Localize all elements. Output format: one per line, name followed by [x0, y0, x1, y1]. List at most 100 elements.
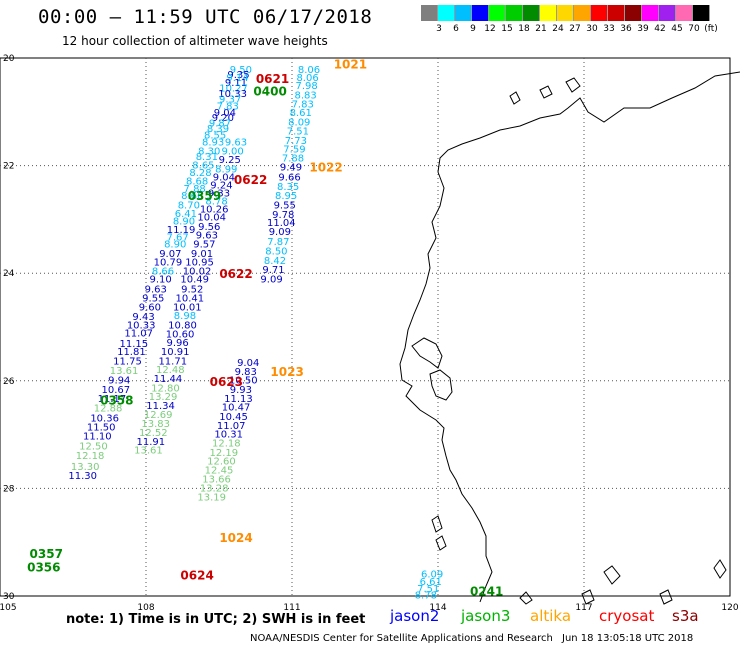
swh-value: 10.80: [168, 320, 197, 331]
swh-value: 9.71: [262, 265, 284, 276]
swh-value: 10.33: [127, 320, 156, 331]
swh-value: 8.65: [192, 161, 214, 172]
track-s3a-east: 9.049.8310.509.9311.1310.4710.4511.0710.…: [197, 358, 259, 504]
scale-swatch: [693, 5, 710, 21]
swh-value: 8.98: [174, 311, 196, 322]
swh-value: 9.33: [208, 189, 230, 200]
swh-value: 12.80: [151, 383, 180, 394]
swh-value: 13.61: [110, 366, 139, 377]
swh-value: 9.11: [225, 78, 247, 89]
swh-value: 7.83: [217, 101, 239, 112]
swh-value: 7.51: [287, 127, 309, 138]
swh-value: 9.63: [145, 284, 167, 295]
scale-label: 18: [518, 24, 530, 34]
satellite-jason2: jason2: [390, 607, 440, 625]
swh-value: 7.87: [267, 237, 289, 248]
swh-value: 10.60: [166, 329, 195, 340]
swh-value: 12.69: [144, 410, 173, 421]
swh-value: 9.94: [108, 376, 130, 387]
swh-value: 10.02: [183, 267, 212, 278]
swh-value: 9.87: [209, 119, 231, 130]
pass-time-label: 0624: [180, 568, 213, 582]
pass-time-label: 1024: [219, 531, 252, 545]
map-title: 00:00 – 11:59 UTC 06/17/2018: [38, 6, 373, 28]
swh-value: 10.41: [175, 293, 204, 304]
swh-value: 8.95: [275, 191, 297, 202]
swh-value: 11.34: [146, 401, 175, 412]
swh-value: 9.04: [214, 108, 236, 119]
swh-value: 9.63: [225, 137, 247, 148]
footer-note: note: 1) Time is in UTC; 2) SWH is in fe…: [66, 612, 366, 627]
scale-swatch: [557, 5, 574, 21]
swh-value: 11.07: [217, 421, 246, 432]
swh-value: 8.30: [198, 147, 220, 158]
coastline-mainland: [399, 71, 740, 603]
swh-value: 10.26: [200, 205, 229, 216]
swh-value: 8.83: [294, 91, 316, 102]
swh-value: 9.20: [212, 113, 234, 124]
swh-value: 11.75: [113, 356, 142, 367]
swh-value: 8.39: [207, 124, 229, 135]
pass-time-label: 0623: [210, 375, 243, 389]
coastline: [399, 71, 740, 605]
scale-swatch: [489, 5, 506, 21]
scale-label: 36: [620, 24, 632, 34]
scale-label: 3: [436, 24, 442, 34]
swh-value: 10.36: [90, 413, 119, 424]
scale-swatch: [523, 5, 540, 21]
map-subtitle: 12 hour collection of altimeter wave hei…: [62, 34, 328, 48]
lon-tick-label: 111: [283, 603, 300, 613]
track-s3a-west: 9.509.359.149.1110.2710.339.377.839.049.…: [68, 65, 252, 482]
swh-value: 8.78: [415, 590, 437, 601]
pass-time-label: 0358: [100, 394, 133, 408]
swh-value: 13.66: [202, 475, 231, 486]
swh-value: 13.19: [197, 492, 226, 503]
scale-swatch: [608, 5, 625, 21]
pass-time-label: 1022: [309, 161, 342, 175]
swh-value: 9.78: [272, 210, 294, 221]
scale-label: 27: [569, 24, 581, 34]
swh-value: 10.67: [102, 385, 131, 396]
swh-value: 8.09: [288, 117, 310, 128]
swh-value: 10.33: [218, 89, 247, 100]
swh-value: 8.99: [215, 164, 237, 175]
lon-tick-label: 105: [0, 603, 17, 613]
swh-value: 12.60: [207, 456, 236, 467]
swh-value: 7.51: [417, 584, 439, 595]
swh-value: 11.81: [117, 347, 146, 358]
swh-value: 9.66: [278, 172, 300, 183]
scale-swatch: [591, 5, 608, 21]
swh-value: 9.10: [149, 275, 171, 286]
swh-value: 8.66: [152, 267, 174, 278]
swh-value: 11.15: [120, 339, 149, 350]
swh-value: 10.91: [161, 347, 190, 358]
swh-value: 9.14: [226, 73, 248, 84]
swh-value: 10.79: [154, 257, 183, 268]
swh-value: 8.66: [181, 191, 203, 202]
pass-time-label: 0241: [470, 585, 503, 599]
map-frame: [0, 57, 731, 597]
satellite-jason3: jason3: [461, 607, 511, 625]
swh-value: 10.01: [173, 303, 202, 314]
scale-label: 70: [688, 24, 700, 34]
swh-value: 7.98: [295, 81, 317, 92]
scale-swatch: [421, 5, 438, 21]
swh-value: 13.30: [71, 462, 100, 473]
scale-label: 21: [535, 24, 547, 34]
scale-label: 39: [637, 24, 649, 34]
swh-value: 7.73: [285, 136, 307, 147]
swh-value: 8.68: [186, 177, 208, 188]
generation-timestamp: Jun 18 13:05:18 UTC 2018: [562, 633, 694, 644]
scale-swatch: [659, 5, 676, 21]
satellite-altika: altika: [530, 607, 572, 625]
swh-value: 9.43: [132, 312, 154, 323]
lat-tick-label: 26: [3, 377, 15, 387]
swh-value: 11.10: [83, 432, 112, 443]
scale-label: 9: [470, 24, 476, 34]
lat-tick-label: 28: [3, 484, 15, 494]
swh-value: 11.07: [124, 328, 153, 339]
swh-value: 11.30: [68, 471, 97, 482]
swh-value: 12.18: [212, 439, 241, 450]
